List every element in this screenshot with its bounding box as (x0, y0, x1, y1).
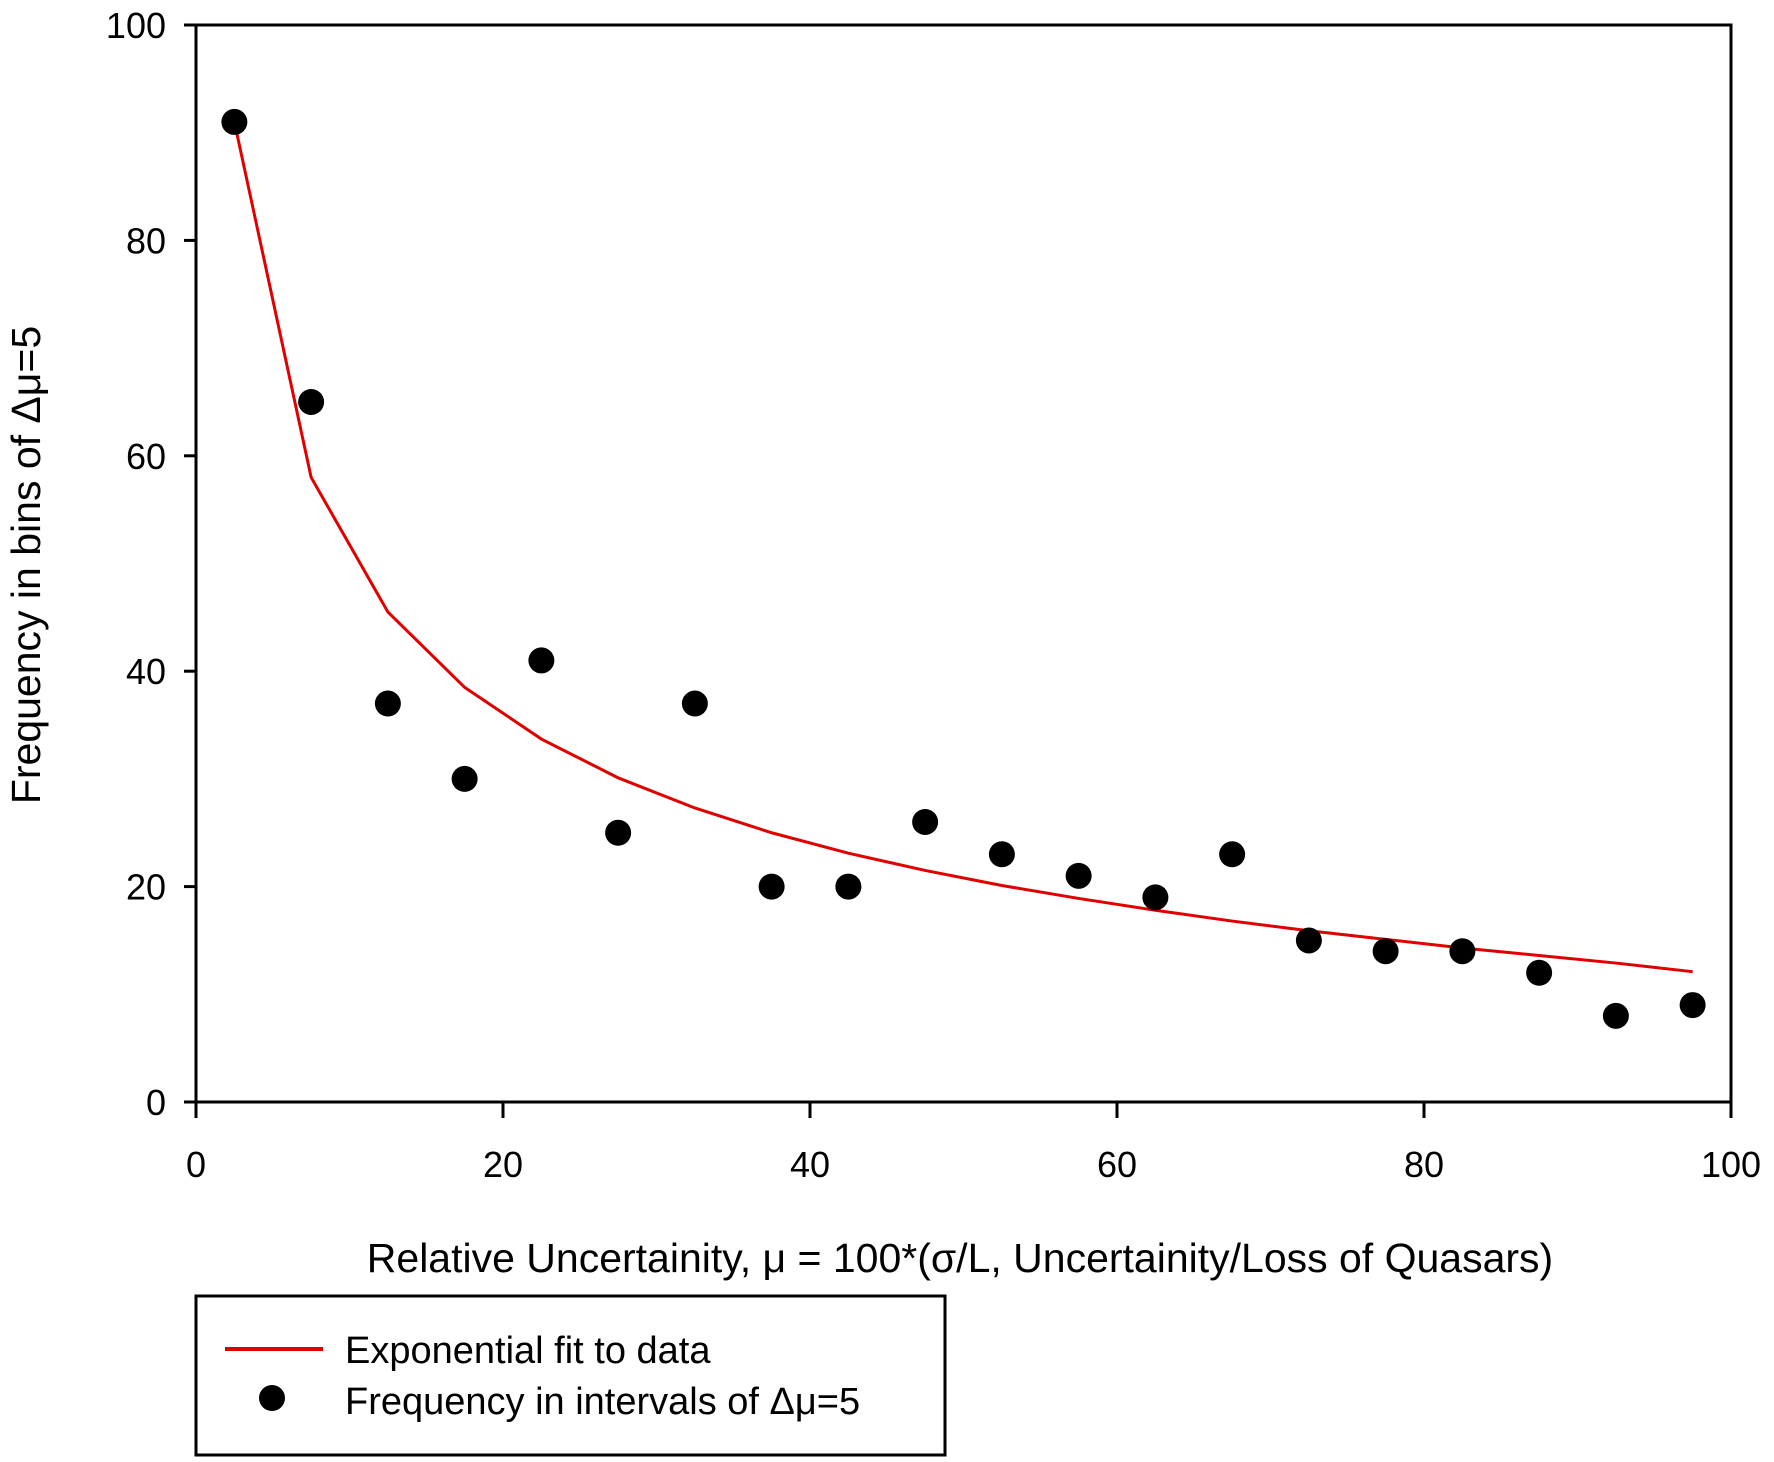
x-tick-label: 60 (1097, 1144, 1137, 1185)
data-point (912, 808, 939, 835)
data-point (1602, 1002, 1629, 1029)
y-tick-label: 100 (106, 5, 166, 46)
y-tick-label: 60 (126, 436, 166, 477)
y-tick-label: 0 (146, 1082, 166, 1123)
legend-marker-swatch (259, 1385, 285, 1411)
data-point (1526, 959, 1553, 986)
x-tick-label: 100 (1701, 1144, 1761, 1185)
data-point (528, 647, 555, 674)
y-tick-label: 80 (126, 220, 166, 261)
x-axis: 0 20 40 60 80 100 (186, 1102, 1761, 1185)
data-point (1679, 992, 1706, 1019)
data-point (1142, 884, 1169, 911)
data-point (681, 690, 708, 717)
data-point (1295, 927, 1322, 954)
legend-label-fit: Exponential fit to data (345, 1330, 711, 1372)
data-point (835, 873, 862, 900)
data-point (1219, 841, 1246, 868)
data-point (298, 388, 325, 415)
data-point (1372, 938, 1399, 965)
y-axis-label: Frequency in bins of Δμ=5 (3, 326, 49, 804)
data-point (988, 841, 1015, 868)
y-axis: 0 20 40 60 80 100 (106, 5, 196, 1123)
legend: Exponential fit to data Frequency in int… (194, 1294, 947, 1457)
data-point (221, 108, 248, 135)
x-tick-label: 20 (483, 1144, 523, 1185)
data-point (374, 690, 401, 717)
x-tick-label: 40 (790, 1144, 830, 1185)
data-point (451, 765, 478, 792)
plot-frame (194, 23, 1733, 1104)
y-tick-label: 40 (126, 651, 166, 692)
x-tick-label: 0 (186, 1144, 206, 1185)
data-point (758, 873, 785, 900)
data-point (1449, 938, 1476, 965)
exponential-fit-line (232, 121, 1693, 974)
x-tick-label: 80 (1404, 1144, 1444, 1185)
data-point (605, 819, 632, 846)
legend-label-frequency: Frequency in intervals of Δμ=5 (345, 1381, 860, 1423)
legend-box (194, 1294, 947, 1457)
y-tick-label: 20 (126, 867, 166, 908)
data-point (1065, 862, 1092, 889)
data-points (221, 108, 1706, 1029)
x-axis-label: Relative Uncertainity, μ = 100*(σ/L, Unc… (367, 1235, 1553, 1281)
